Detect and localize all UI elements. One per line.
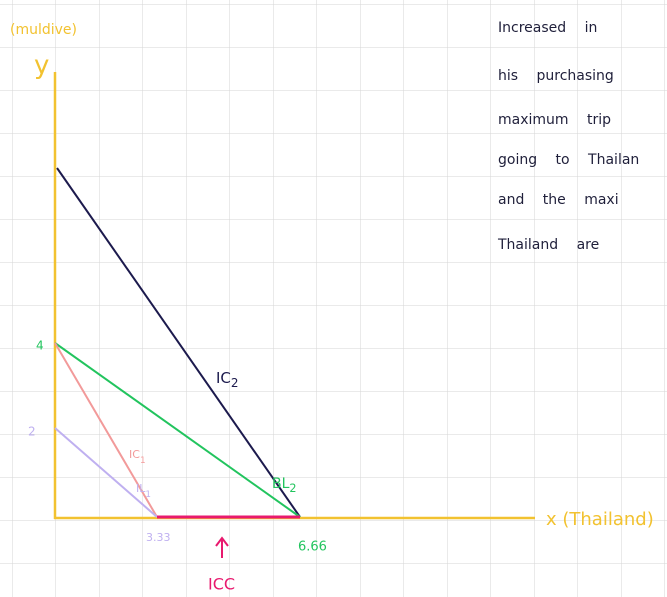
curve-label-sub: 2 <box>231 376 239 390</box>
curve-label: IC1 <box>129 448 146 466</box>
curve-label-sub: 1 <box>145 490 151 500</box>
note-line: Increased in <box>498 20 597 36</box>
curve-label: IC2 <box>216 369 239 390</box>
curve-label-sub: 1 <box>140 456 146 466</box>
indifference-curve-1 <box>54 342 158 518</box>
x-axis-label: x (Thailand) <box>546 509 654 530</box>
note-line: his purchasing <box>498 68 614 84</box>
y-high-label: 4 <box>36 339 44 353</box>
budget-line-1 <box>54 427 158 518</box>
y-axis-label: y <box>34 51 49 81</box>
curve-label-text: IL <box>136 482 146 495</box>
x-high-label: 6.66 <box>298 540 327 555</box>
y-low-label: 2 <box>28 425 36 439</box>
note-line: maximum trip <box>498 112 611 128</box>
note-line: going to Thailan <box>498 152 639 168</box>
icc-arrow <box>215 536 229 558</box>
curve-label-text: IC <box>129 448 140 461</box>
curve-label-sub: 2 <box>289 482 296 495</box>
x-low-label: 3.33 <box>146 531 171 544</box>
y-axis-title: (muldive) <box>10 22 77 38</box>
budget-line-2 <box>54 342 301 518</box>
curve-label-text: BL <box>272 476 290 492</box>
notes: Increased in his purchasing maximum trip go… <box>497 20 639 253</box>
budget-line-2-steep <box>56 167 301 518</box>
curve-label: BL2 <box>272 476 297 495</box>
note-line: Thailand are <box>497 237 599 253</box>
icc-label: ICC <box>208 575 235 594</box>
curve-label-text: IC <box>216 369 231 387</box>
note-line: and the maxi <box>498 192 619 208</box>
curve-label: IL1 <box>136 482 151 500</box>
